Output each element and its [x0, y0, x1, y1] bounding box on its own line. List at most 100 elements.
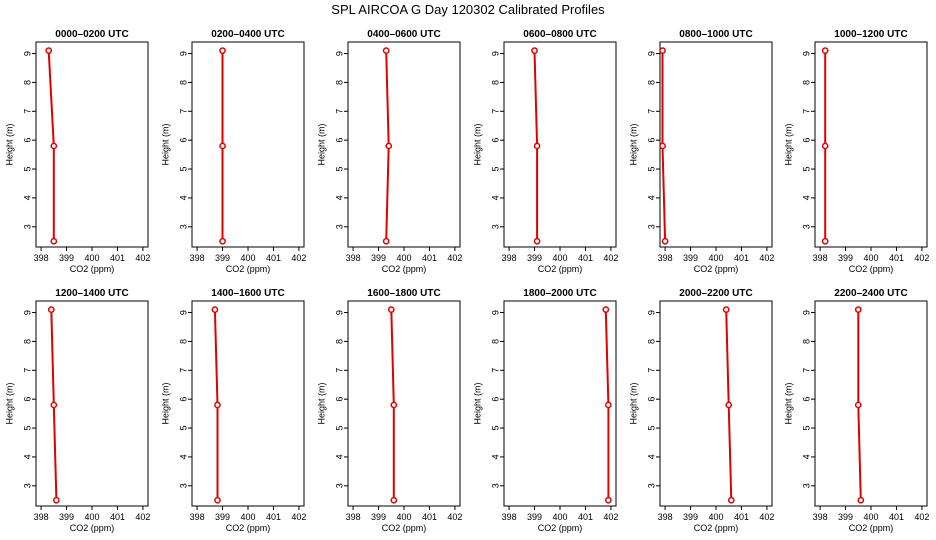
- y-tick-label: 6: [178, 138, 188, 143]
- y-tick-label: 5: [801, 167, 811, 172]
- y-tick-label: 9: [334, 310, 344, 315]
- x-tick-label: 400: [708, 253, 723, 263]
- y-tick-label: 3: [801, 224, 811, 229]
- x-tick-label: 399: [527, 512, 542, 522]
- profile-point: [385, 142, 393, 150]
- plot-frame: [659, 41, 773, 248]
- x-tick-label: 402: [135, 253, 150, 263]
- y-axis-label: Height (m): [4, 123, 14, 165]
- y-axis-label: Height (m): [783, 123, 793, 165]
- y-tick-label: 3: [646, 483, 656, 488]
- profile-point: [53, 496, 60, 504]
- x-tick-label: 399: [838, 512, 853, 522]
- x-tick-label: 398: [346, 512, 361, 522]
- x-axis-label: CO2 (ppm): [226, 264, 271, 274]
- x-tick-label: 402: [291, 512, 306, 522]
- x-tick-label: 402: [447, 512, 462, 522]
- x-tick-label: 400: [863, 253, 878, 263]
- x-tick-label: 398: [658, 253, 673, 263]
- plot-frame: [503, 300, 617, 507]
- y-axis-label: Height (m): [160, 123, 170, 165]
- y-tick-label: 8: [22, 80, 32, 85]
- y-tick-label: 5: [490, 426, 500, 431]
- profile-point: [214, 401, 221, 409]
- y-tick-label: 6: [178, 397, 188, 402]
- profile-point: [533, 237, 541, 245]
- y-axis-label: Height (m): [316, 123, 326, 165]
- profile-point: [821, 47, 829, 55]
- x-tick-label: 402: [447, 253, 462, 263]
- y-tick-label: 7: [490, 368, 500, 373]
- y-tick-label: 9: [22, 310, 32, 315]
- y-tick-label: 7: [334, 368, 344, 373]
- x-tick-label: 400: [708, 512, 723, 522]
- x-tick-label: 401: [889, 512, 904, 522]
- y-tick-label: 6: [801, 397, 811, 402]
- x-tick-label: 398: [813, 253, 828, 263]
- profile-point: [47, 306, 55, 314]
- figure-title: SPL AIRCOA G Day 120302 Calibrated Profi…: [331, 2, 605, 17]
- profile-panel: 0600–0800 UTC 398 399 400 401 402 CO2 (ppm) 3 4 5…: [472, 29, 618, 274]
- y-axis-label: Height (m): [4, 382, 14, 424]
- y-tick-label: 4: [178, 195, 188, 200]
- x-tick-label: 402: [135, 512, 150, 522]
- profile-panel: 1400–1600 UTC 398 399 400 401 402 CO2 (ppm) 3 4 5…: [160, 288, 306, 533]
- y-tick-label: 4: [334, 454, 344, 459]
- profile-panel: 2200–2400 UTC 398 399 400 401 402 CO2 (ppm) 3 4 5…: [783, 288, 929, 533]
- y-tick-label: 6: [490, 138, 500, 143]
- y-tick-label: 9: [334, 51, 344, 56]
- y-tick-label: 6: [22, 397, 32, 402]
- profile-panel: 0200–0400 UTC 398 399 400 401 402 CO2 (ppm) 3 4 5…: [160, 29, 306, 274]
- x-tick-label: 401: [266, 512, 281, 522]
- y-tick-label: 3: [490, 224, 500, 229]
- x-tick-label: 400: [396, 253, 411, 263]
- y-tick-label: 6: [490, 397, 500, 402]
- profile-point: [857, 496, 865, 504]
- x-axis-label: CO2 (ppm): [849, 523, 894, 533]
- panel-title: 0000–0200 UTC: [55, 29, 128, 40]
- x-axis-label: CO2 (ppm): [70, 523, 115, 533]
- x-tick-label: 401: [734, 253, 749, 263]
- y-axis-label: Height (m): [783, 382, 793, 424]
- y-axis-label: Height (m): [628, 123, 638, 165]
- profile-point: [214, 496, 221, 504]
- x-tick-label: 398: [34, 512, 49, 522]
- x-tick-label: 401: [578, 253, 593, 263]
- x-axis-label: CO2 (ppm): [226, 523, 271, 533]
- panel-title: 0200–0400 UTC: [211, 29, 284, 40]
- y-tick-label: 5: [646, 167, 656, 172]
- x-tick-label: 402: [603, 253, 618, 263]
- y-tick-label: 4: [178, 454, 188, 459]
- profile-point: [727, 496, 735, 504]
- x-tick-label: 402: [759, 512, 774, 522]
- profile-point: [45, 47, 53, 55]
- profile-point: [531, 47, 538, 55]
- profile-point: [390, 401, 398, 409]
- y-tick-label: 4: [646, 454, 656, 459]
- profile-point: [659, 47, 666, 55]
- y-tick-label: 3: [490, 483, 500, 488]
- panel-title: 1600–1800 UTC: [367, 288, 440, 299]
- x-tick-label: 402: [914, 512, 929, 522]
- profile-point: [533, 142, 541, 150]
- y-axis-label: Height (m): [472, 123, 482, 165]
- y-tick-label: 3: [22, 483, 32, 488]
- y-tick-label: 7: [178, 368, 188, 373]
- y-tick-label: 4: [801, 195, 811, 200]
- y-tick-label: 5: [178, 426, 188, 431]
- profile-panel: 0000–0200 UTC 398 399 400 401 402 CO2 (ppm) 3 4 5…: [4, 29, 150, 274]
- profile-point: [854, 306, 862, 314]
- x-tick-label: 400: [240, 512, 255, 522]
- y-tick-label: 4: [22, 454, 32, 459]
- y-tick-label: 8: [646, 80, 656, 85]
- profile-point: [219, 237, 226, 245]
- x-tick-label: 398: [34, 253, 49, 263]
- y-tick-label: 6: [801, 138, 811, 143]
- profile-point: [387, 306, 395, 314]
- y-axis-label: Height (m): [316, 382, 326, 424]
- x-tick-label: 398: [190, 253, 205, 263]
- x-tick-label: 401: [889, 253, 904, 263]
- x-axis-label: CO2 (ppm): [849, 264, 894, 274]
- x-tick-label: 399: [215, 512, 230, 522]
- y-tick-label: 7: [22, 109, 32, 114]
